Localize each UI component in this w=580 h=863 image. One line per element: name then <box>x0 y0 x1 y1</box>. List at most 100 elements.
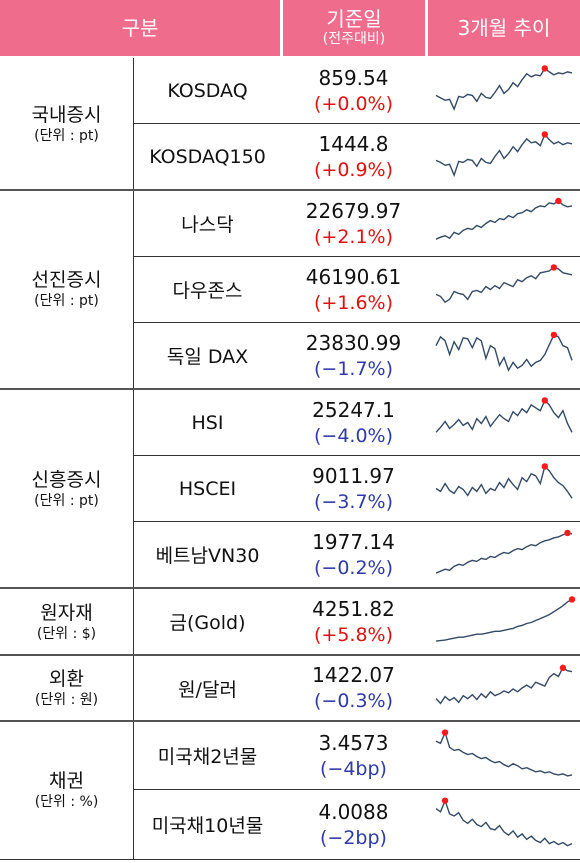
header-trend: 3개월 추이 <box>428 0 580 56</box>
sparkline-chart <box>426 58 580 123</box>
peak-marker-dot <box>541 65 548 72</box>
instrument-value: 1444.8 (+0.9%) <box>281 124 426 189</box>
header-category: 구분 <box>0 0 280 56</box>
change-text: (−4bp) <box>320 757 387 780</box>
change-text: (+2.1%) <box>313 225 393 248</box>
sparkline-chart <box>426 790 580 859</box>
value-text: 25247.1 <box>312 397 395 422</box>
peak-marker-dot <box>555 197 562 205</box>
peak-marker-dot <box>441 797 449 804</box>
sparkline-chart <box>426 656 580 720</box>
header-category-label: 구분 <box>121 16 159 40</box>
group-separator <box>0 720 580 722</box>
peak-marker-dot <box>550 264 558 271</box>
row-separator <box>134 521 580 522</box>
peak-marker-dot <box>564 529 571 537</box>
instrument-value: 1422.07 (−0.3%) <box>281 656 426 720</box>
peak-marker-dot <box>568 596 576 603</box>
row-separator <box>134 123 580 124</box>
change-text: (+0.9%) <box>313 158 393 181</box>
instrument-value: 1977.14 (−0.2%) <box>281 522 426 587</box>
group-label: 채권 <box>49 770 84 792</box>
instrument-value: 3.4573 (−4bp) <box>281 722 426 789</box>
row-separator <box>134 455 580 456</box>
group-label: 외환 <box>49 667 84 690</box>
value-text: 4251.82 <box>312 596 395 621</box>
change-text: (−2bp) <box>320 826 387 849</box>
change-text: (+1.6%) <box>313 291 393 314</box>
column-divider <box>133 58 134 859</box>
header-value-label: 기준일 <box>326 7 382 31</box>
group-fx: 외환 (단위 : 원) <box>0 655 133 720</box>
sparkline-chart <box>426 390 580 455</box>
instrument-name: 원/달러 <box>178 678 237 701</box>
sparkline-line <box>435 399 573 433</box>
group-unit: (단위 : pt) <box>34 127 99 144</box>
instrument-value: 859.54 (+0.0%) <box>281 58 426 123</box>
group-label: 신흥증시 <box>31 468 102 491</box>
sparkline-line <box>435 333 573 372</box>
sparkline-line <box>435 67 573 111</box>
group-unit: (단위 : pt) <box>34 492 99 509</box>
table-header: 구분 기준일 (전주대비) 3개월 추이 <box>0 0 580 56</box>
table-bottom-border <box>0 859 580 860</box>
instrument-name: KOSDAQ <box>167 79 248 102</box>
instrument-name: 다우존스 <box>172 280 243 302</box>
value-text: 22679.97 <box>305 198 402 223</box>
instrument-name: 독일 DAX <box>166 346 249 368</box>
sparkline-chart <box>426 522 580 587</box>
group-label: 선진증시 <box>31 269 102 291</box>
sparkline-chart <box>426 323 580 388</box>
group-commodity: 원자재 (단위 : $) <box>0 589 133 654</box>
group-unit: (단위 : pt) <box>34 293 99 309</box>
instrument-value: 25247.1 (−4.0%) <box>281 390 426 455</box>
sparkline-svg <box>435 664 573 705</box>
instrument-name: 미국채2년물 <box>157 746 258 768</box>
instrument-value: 22679.97 (+2.1%) <box>281 191 426 256</box>
row-separator <box>134 322 580 323</box>
sparkline-chart <box>426 257 580 322</box>
sparkline-svg <box>435 729 573 777</box>
header-trend-label: 3개월 추이 <box>457 16 551 40</box>
value-text: 1422.07 <box>312 663 395 687</box>
sparkline-line <box>435 730 573 777</box>
sparkline-line <box>435 666 573 705</box>
instrument-name: HSI <box>191 411 224 434</box>
value-text: 1444.8 <box>318 131 389 156</box>
instrument-name: 미국채10년물 <box>151 815 264 837</box>
sparkline-svg <box>435 131 573 178</box>
sparkline-svg <box>435 197 573 240</box>
value-text: 1977.14 <box>312 529 395 554</box>
value-text: 9011.97 <box>312 463 395 488</box>
peak-marker-dot <box>441 729 449 736</box>
instrument-name: 금(Gold) <box>169 612 246 634</box>
sparkline-chart <box>426 124 580 189</box>
sparkline-svg <box>435 65 573 111</box>
instrument-value: 46190.61 (+1.6%) <box>281 257 426 322</box>
group-unit: (단위 : $) <box>36 625 97 642</box>
sparkline-chart <box>426 456 580 521</box>
change-text: (−1.7%) <box>313 357 393 380</box>
instrument-name: KOSDAQ150 <box>149 145 266 168</box>
change-text: (−0.2%) <box>313 556 393 579</box>
change-text: (−4.0%) <box>313 424 393 447</box>
value-text: 4.0088 <box>318 799 389 824</box>
change-text: (+0.0%) <box>313 92 393 115</box>
header-value: 기준일 (전주대비) <box>283 0 425 56</box>
row-separator <box>134 256 580 257</box>
group-separator <box>0 654 580 656</box>
change-text: (+5.8%) <box>313 623 393 646</box>
value-text: 3.4573 <box>318 730 389 755</box>
instrument-name: 베트남VN30 <box>155 545 260 567</box>
sparkline-svg <box>435 264 573 304</box>
change-text: (−0.3%) <box>313 690 393 712</box>
sparkline-line <box>435 133 573 178</box>
group-bond: 채권 (단위 : %) <box>0 721 133 859</box>
change-text: (−3.7%) <box>313 490 393 513</box>
peak-marker-dot <box>541 397 548 404</box>
value-text: 46190.61 <box>305 264 402 289</box>
peak-marker-dot <box>550 331 558 339</box>
group-developed: 선진증시 (단위 : pt) <box>0 190 133 388</box>
instrument-value: 4.0088 (−2bp) <box>281 790 426 859</box>
